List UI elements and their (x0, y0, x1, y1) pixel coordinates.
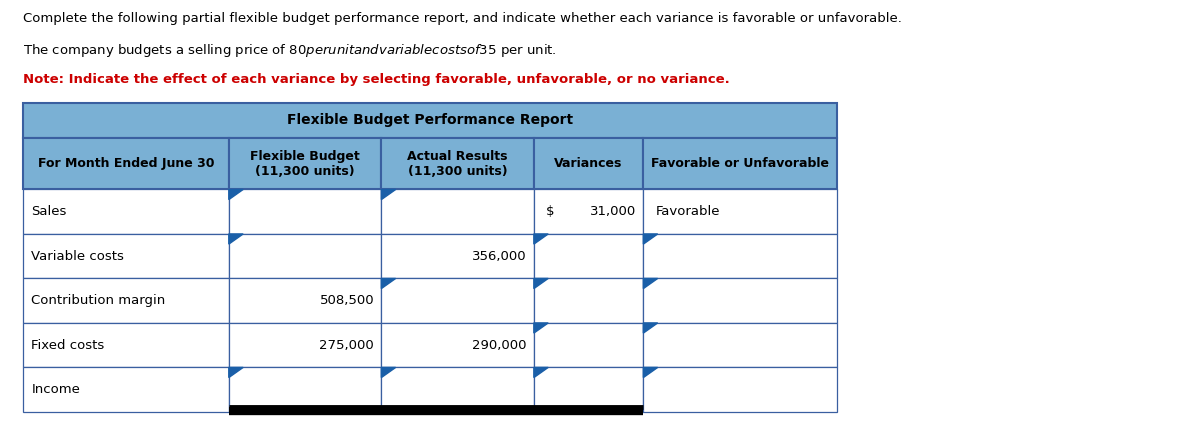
Text: 275,000: 275,000 (319, 339, 374, 352)
Bar (534, 190, 643, 234)
Text: Flexible Budget Performance Report: Flexible Budget Performance Report (287, 113, 574, 127)
Bar (534, 323, 643, 368)
Bar (229, 234, 382, 279)
Polygon shape (229, 234, 244, 244)
Bar (382, 190, 534, 234)
Text: Contribution margin: Contribution margin (31, 294, 166, 307)
Bar (643, 190, 838, 234)
Text: Favorable or Unfavorable: Favorable or Unfavorable (652, 157, 829, 170)
Bar (23, 138, 229, 190)
Bar (23, 103, 838, 138)
Text: Variances: Variances (554, 157, 623, 170)
Polygon shape (643, 323, 658, 333)
Polygon shape (382, 368, 396, 377)
Bar (23, 234, 229, 279)
Polygon shape (534, 279, 548, 288)
Polygon shape (534, 323, 548, 333)
Polygon shape (643, 368, 658, 377)
Bar (382, 368, 534, 412)
Bar (23, 190, 229, 234)
Bar (229, 190, 382, 234)
Bar (534, 279, 643, 323)
Polygon shape (643, 279, 658, 288)
Bar (643, 138, 838, 190)
Text: 508,500: 508,500 (319, 294, 374, 307)
Text: Favorable: Favorable (655, 205, 720, 218)
Text: $: $ (546, 205, 554, 218)
Polygon shape (643, 234, 658, 244)
Bar (23, 368, 229, 412)
Text: For Month Ended June 30: For Month Ended June 30 (37, 157, 214, 170)
Bar (229, 323, 382, 368)
Text: 356,000: 356,000 (472, 250, 527, 263)
Text: The company budgets a selling price of $80 per unit and variable costs of $35 pe: The company budgets a selling price of $… (23, 43, 557, 60)
Bar (229, 279, 382, 323)
Text: Sales: Sales (31, 205, 67, 218)
Bar (382, 138, 534, 190)
Polygon shape (534, 368, 548, 377)
Bar (643, 368, 838, 412)
Bar (643, 279, 838, 323)
Text: Income: Income (31, 383, 80, 396)
Text: 31,000: 31,000 (590, 205, 636, 218)
Polygon shape (382, 279, 396, 288)
Text: Variable costs: Variable costs (31, 250, 124, 263)
Bar (23, 279, 229, 323)
Text: Complete the following partial flexible budget performance report, and indicate : Complete the following partial flexible … (23, 12, 902, 25)
Polygon shape (382, 190, 396, 200)
Text: Fixed costs: Fixed costs (31, 339, 104, 352)
Bar (534, 234, 643, 279)
Text: Note: Indicate the effect of each variance by selecting favorable, unfavorable, : Note: Indicate the effect of each varian… (23, 73, 730, 86)
Bar (382, 234, 534, 279)
Bar (643, 323, 838, 368)
Bar (382, 279, 534, 323)
Bar (23, 323, 229, 368)
Bar (229, 138, 382, 190)
Text: 290,000: 290,000 (472, 339, 527, 352)
Polygon shape (229, 190, 244, 200)
Bar (382, 323, 534, 368)
Bar (534, 138, 643, 190)
Bar (643, 234, 838, 279)
Bar (229, 368, 382, 412)
Text: Flexible Budget
(11,300 units): Flexible Budget (11,300 units) (250, 150, 360, 178)
Text: Actual Results
(11,300 units): Actual Results (11,300 units) (407, 150, 508, 178)
Polygon shape (229, 368, 244, 377)
Bar (534, 368, 643, 412)
Polygon shape (534, 234, 548, 244)
